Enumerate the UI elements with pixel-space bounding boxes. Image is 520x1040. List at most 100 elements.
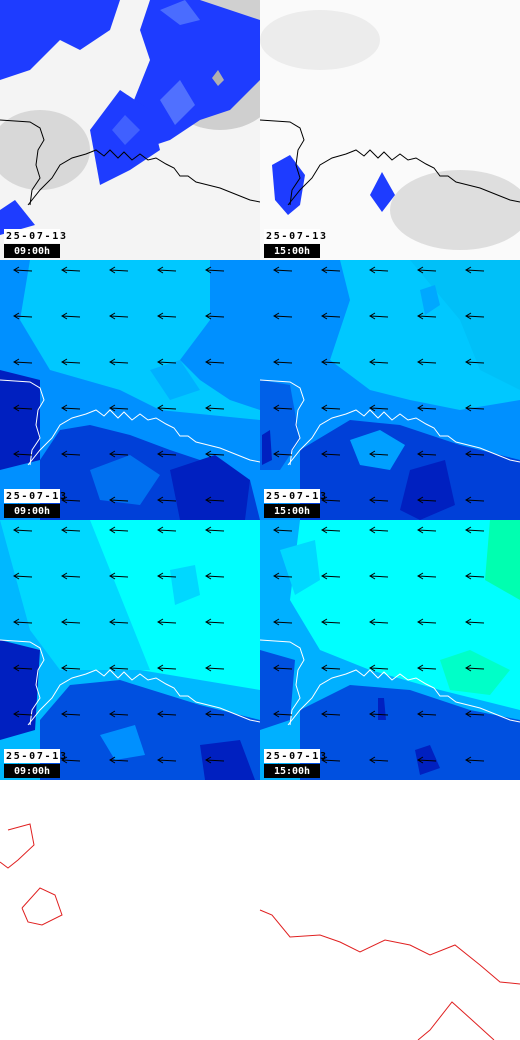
arrow-head: [417, 664, 424, 672]
wind-arrow: [465, 756, 485, 764]
arrow-head: [369, 664, 376, 672]
arrow-shaft: [321, 759, 341, 762]
wind-arrow: [205, 358, 225, 366]
arrow-head: [13, 404, 20, 412]
arrow-shaft: [321, 499, 341, 502]
arrow-shaft: [13, 529, 33, 532]
arrow-head: [109, 450, 116, 458]
arrow-shaft: [465, 759, 485, 762]
arrow-shaft: [205, 713, 225, 716]
arrow-shaft: [109, 667, 129, 670]
wind-arrow: [465, 710, 485, 718]
date-label: 25-07-13: [6, 751, 66, 762]
wind-arrow: [369, 312, 389, 320]
arrow-head: [465, 266, 472, 274]
wind-arrow: [273, 404, 293, 412]
arrow-shaft: [417, 575, 437, 578]
arrow-shaft: [157, 529, 177, 532]
arrow-head: [369, 404, 376, 412]
arrow-shaft: [465, 453, 485, 456]
arrow-shaft: [465, 269, 485, 272]
arrow-shaft: [157, 713, 177, 716]
wind-arrow: [157, 358, 177, 366]
arrow-shaft: [417, 621, 437, 624]
panel-precip-15: [260, 0, 520, 260]
wind-arrow: [109, 358, 129, 366]
arrow-head: [13, 358, 20, 366]
time-label: 15:00h: [274, 506, 310, 517]
arrow-shaft: [157, 499, 177, 502]
wind-arrow: [321, 358, 341, 366]
arrow-head: [61, 312, 68, 320]
arrow-shaft: [109, 529, 129, 532]
arrow-head: [321, 450, 328, 458]
arrow-shaft: [321, 575, 341, 578]
time-box: [264, 504, 320, 518]
arrow-shaft: [205, 407, 225, 410]
arrow-shaft: [109, 759, 129, 762]
arrow-shaft: [369, 529, 389, 532]
arrow-shaft: [273, 575, 293, 578]
arrow-head: [61, 358, 68, 366]
panel-labels: 25-07-13 09:00h 25-07-13 15:00h 25-07-13 09:0…: [4, 229, 326, 778]
arrow-shaft: [369, 453, 389, 456]
arrow-head: [157, 618, 164, 626]
wind-arrow: [465, 358, 485, 366]
arrow-head: [205, 450, 212, 458]
time-box: [4, 504, 60, 518]
wind-arrow: [157, 664, 177, 672]
arrow-shaft: [465, 315, 485, 318]
wind-arrow: [321, 618, 341, 626]
arrow-shaft: [417, 361, 437, 364]
arrow-shaft: [417, 269, 437, 272]
arrow-head: [321, 710, 328, 718]
panel-wind-15: [260, 260, 520, 520]
arrow-head: [157, 312, 164, 320]
wind-arrow: [417, 572, 437, 580]
arrow-head: [417, 404, 424, 412]
arrow-head: [273, 526, 280, 534]
arrow-head: [321, 312, 328, 320]
wind-arrow: [321, 450, 341, 458]
arrow-shaft: [205, 759, 225, 762]
arrow-shaft: [157, 453, 177, 456]
arrow-shaft: [13, 575, 33, 578]
panel-wind2-09: [0, 520, 260, 780]
arrow-shaft: [61, 759, 81, 762]
wind-arrow: [273, 266, 293, 274]
arrow-shaft: [205, 361, 225, 364]
panel-label: 25-07-13 09:00h: [4, 489, 66, 518]
time-box: [264, 764, 320, 778]
wind-arrow: [205, 404, 225, 412]
arrow-shaft: [13, 667, 33, 670]
wind-arrow: [13, 618, 33, 626]
time-box: [4, 764, 60, 778]
wind-arrow: [321, 496, 341, 504]
time-box: [4, 244, 60, 258]
wind-arrow: [61, 266, 81, 274]
arrow-head: [465, 664, 472, 672]
arrow-head: [369, 710, 376, 718]
arrow-shaft: [321, 621, 341, 624]
arrow-head: [13, 450, 20, 458]
wind-arrow: [273, 312, 293, 320]
wind-arrow: [157, 710, 177, 718]
arrow-shaft: [205, 453, 225, 456]
arrow-shaft: [61, 667, 81, 670]
wind-arrow: [417, 710, 437, 718]
arrow-shaft: [157, 361, 177, 364]
arrow-shaft: [13, 453, 33, 456]
wind-arrow: [61, 618, 81, 626]
arrow-shaft: [13, 315, 33, 318]
arrow-shaft: [369, 407, 389, 410]
arrow-head: [157, 526, 164, 534]
wind-arrow: [417, 404, 437, 412]
arrow-head: [13, 710, 20, 718]
arrow-shaft: [273, 667, 293, 670]
wind-arrow: [157, 618, 177, 626]
arrow-shaft: [157, 759, 177, 762]
arrow-head: [417, 358, 424, 366]
date-box: [264, 749, 320, 763]
arrow-shaft: [417, 713, 437, 716]
arrow-shaft: [61, 499, 81, 502]
